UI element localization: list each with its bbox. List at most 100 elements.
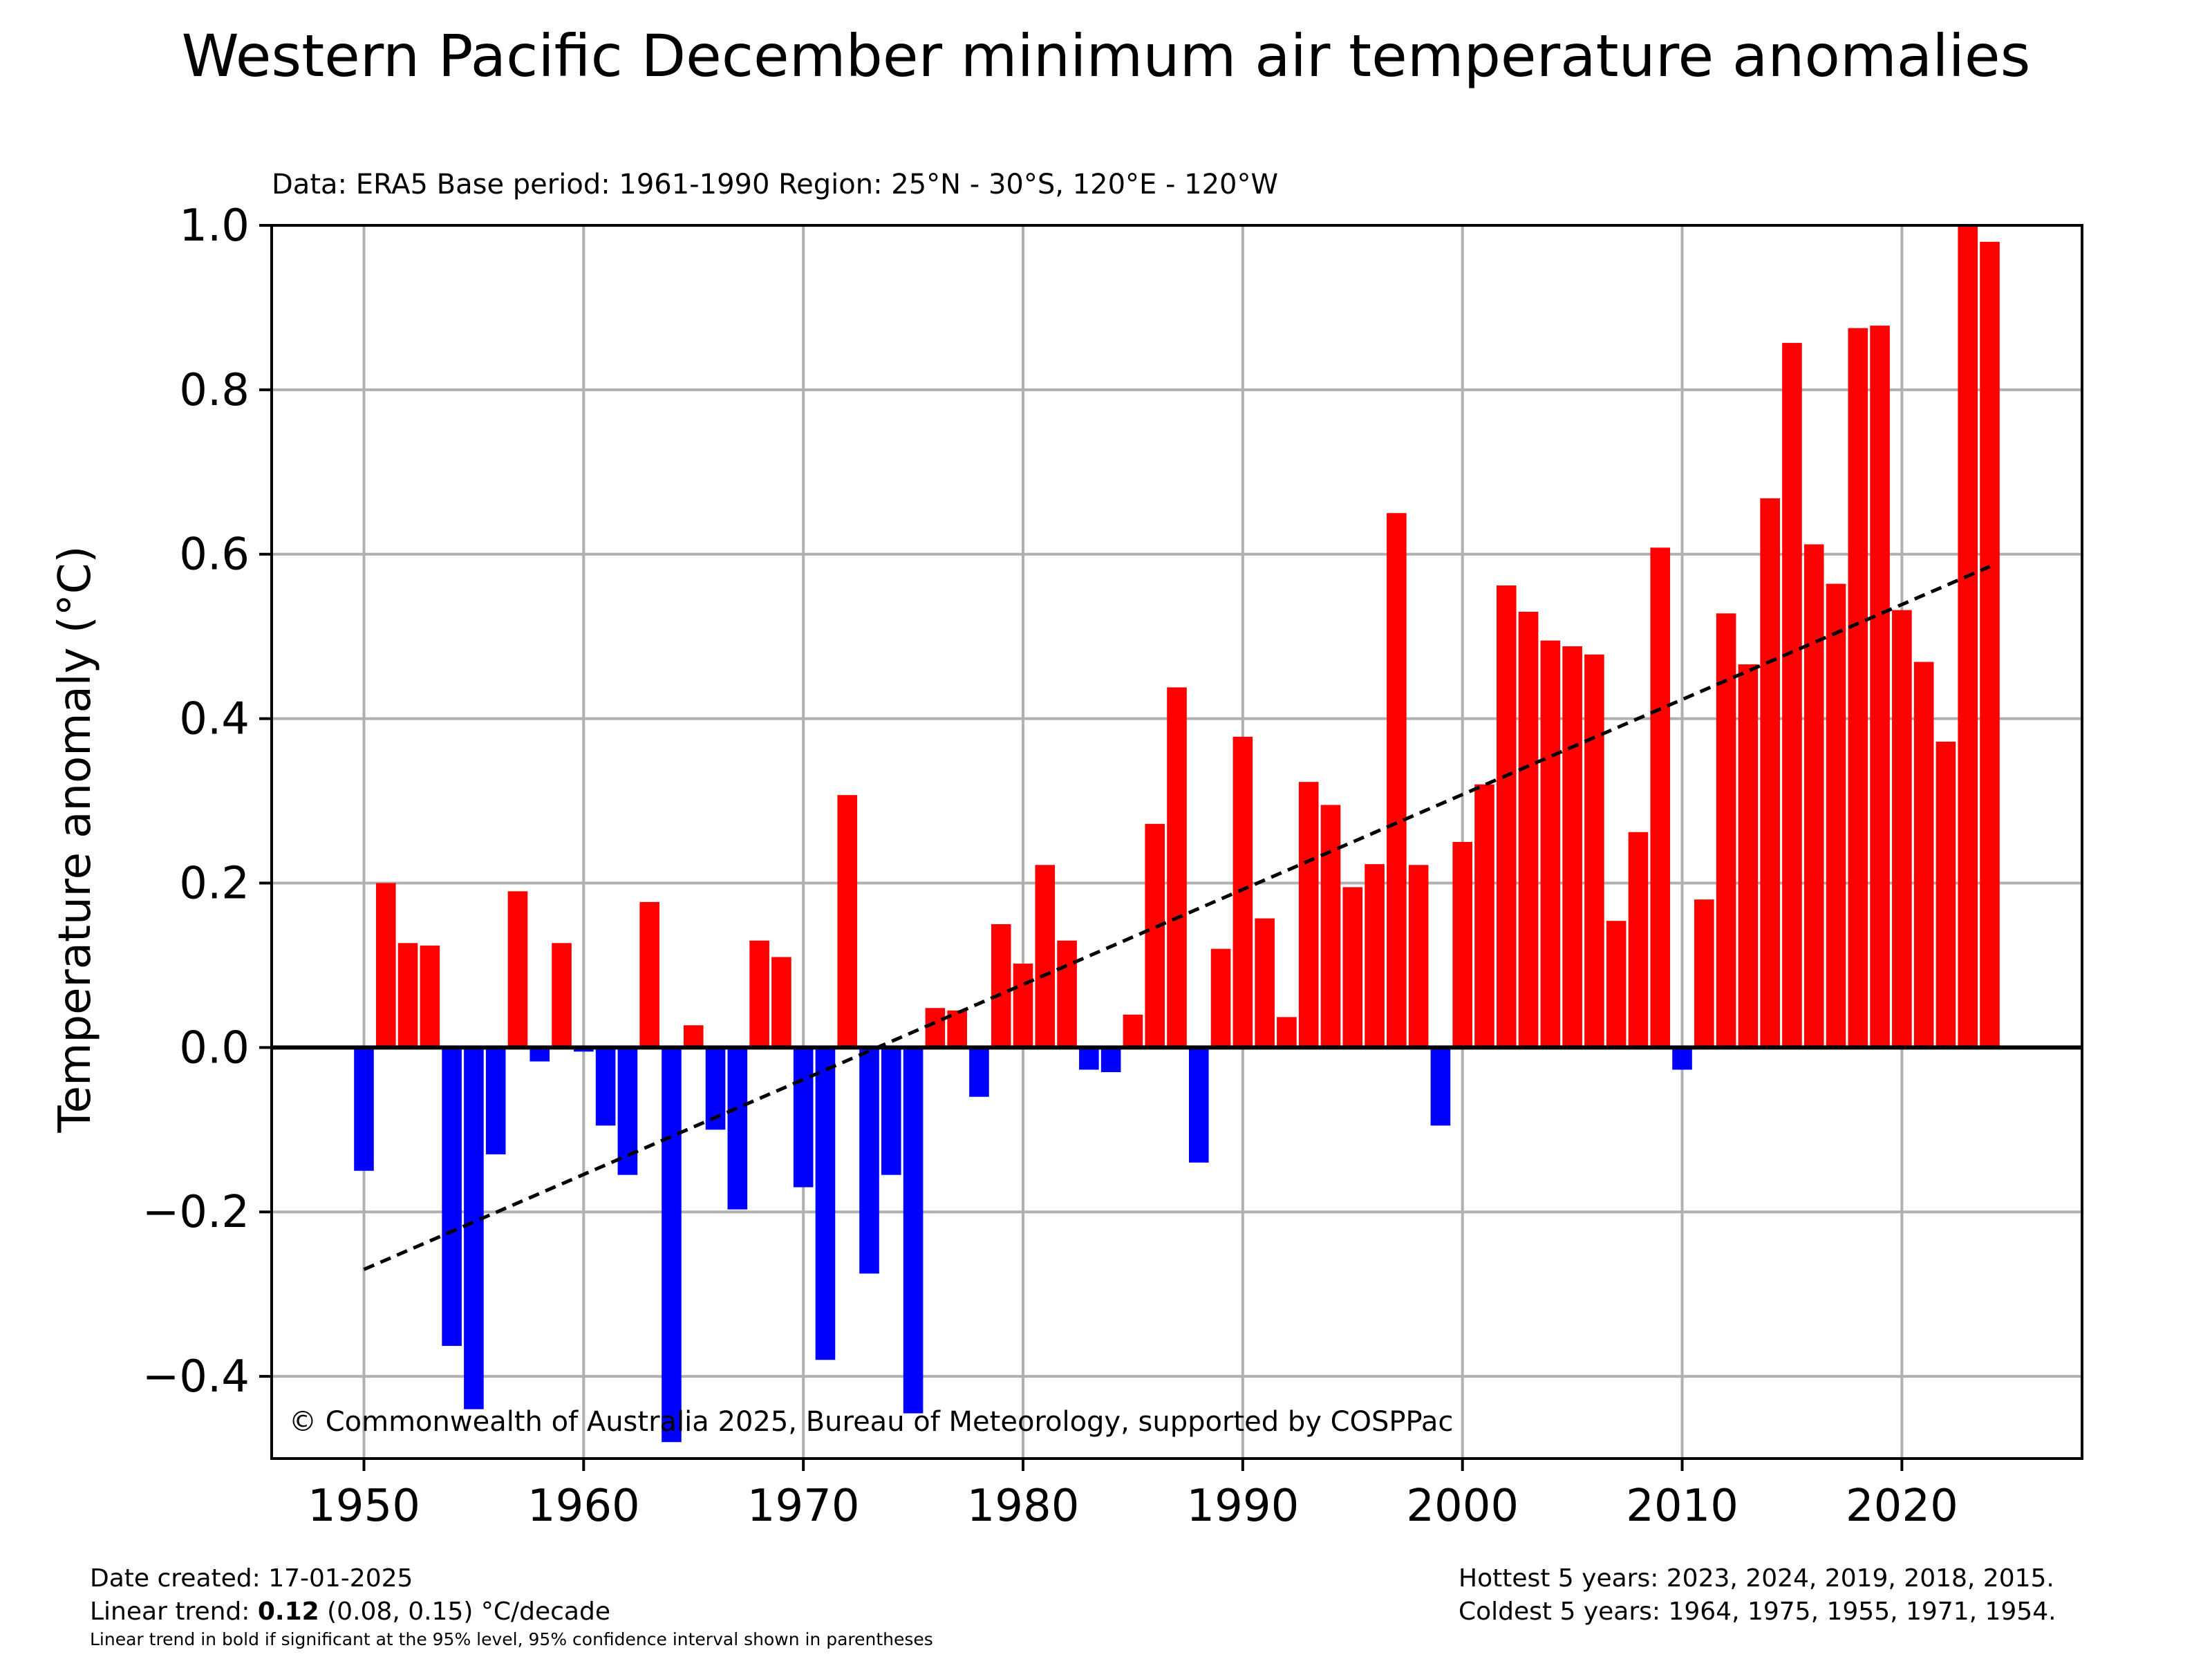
bar-1980	[1013, 964, 1033, 1048]
x-tick-label: 1990	[1186, 1481, 1299, 1532]
bar-1951	[375, 883, 396, 1048]
bar-2023	[1958, 225, 1978, 1048]
bar-2010	[1672, 1047, 1692, 1070]
bar-1992	[1277, 1017, 1297, 1048]
bar-1968	[749, 940, 769, 1048]
bar-1959	[552, 943, 572, 1048]
bar-2017	[1826, 583, 1846, 1048]
bar-2015	[1782, 343, 1802, 1048]
bar-1964	[662, 1047, 682, 1443]
bar-1971	[815, 1047, 836, 1360]
bar-1970	[793, 1047, 814, 1188]
bar-2012	[1716, 613, 1736, 1048]
bar-1988	[1188, 1047, 1209, 1163]
bar-1984	[1100, 1047, 1121, 1073]
bar-1961	[595, 1047, 616, 1126]
bar-2007	[1606, 921, 1627, 1048]
bar-1975	[903, 1047, 924, 1414]
bar-1974	[881, 1047, 901, 1175]
bar-1983	[1079, 1047, 1099, 1070]
bar-1985	[1123, 1014, 1143, 1048]
bars	[354, 225, 2000, 1443]
y-tick-label: 0.8	[179, 365, 250, 416]
bar-1955	[464, 1047, 484, 1409]
bar-1953	[420, 945, 440, 1048]
trend-note: Linear trend in bold if significant at t…	[90, 1629, 933, 1649]
bar-1956	[485, 1047, 506, 1154]
bar-1979	[991, 924, 1011, 1048]
y-tick-label: −0.2	[142, 1187, 250, 1238]
bar-2002	[1496, 585, 1517, 1048]
bar-1978	[969, 1047, 989, 1097]
hottest-years: Hottest 5 years: 2023, 2024, 2019, 2018,…	[1459, 1564, 2054, 1593]
copyright-text: © Commonwealth of Australia 2025, Bureau…	[289, 1406, 1453, 1438]
bar-1995	[1342, 887, 1363, 1048]
bar-1981	[1035, 865, 1056, 1048]
bar-2008	[1628, 832, 1649, 1048]
y-tick-label: 1.0	[179, 200, 250, 252]
bar-1998	[1408, 865, 1429, 1048]
bar-2013	[1738, 664, 1759, 1048]
bar-1963	[639, 901, 659, 1048]
bar-2019	[1870, 326, 1890, 1048]
trend-suffix: (0.08, 0.15) °C/decade	[319, 1597, 610, 1626]
x-tick-label: 1980	[967, 1481, 1080, 1532]
bar-2006	[1584, 654, 1604, 1048]
bar-1994	[1320, 805, 1341, 1048]
x-tick-label: 1970	[747, 1481, 860, 1532]
bar-1954	[442, 1047, 462, 1347]
bar-1982	[1057, 940, 1077, 1048]
bar-2021	[1913, 662, 1934, 1048]
bar-2018	[1848, 328, 1868, 1048]
bar-1997	[1387, 513, 1407, 1048]
trend-line	[363, 565, 1991, 1271]
trend-value: 0.12	[257, 1597, 319, 1626]
bar-1987	[1167, 687, 1187, 1048]
bar-2011	[1694, 899, 1714, 1048]
bar-1965	[683, 1025, 704, 1048]
linear-trend: Linear trend: 0.12 (0.08, 0.15) °C/decad…	[90, 1595, 933, 1629]
bar-2020	[1892, 610, 1912, 1048]
chart-subtitle: Data: ERA5 Base period: 1961-1990 Region…	[272, 169, 1278, 200]
bar-1996	[1365, 864, 1385, 1048]
bar-2003	[1518, 611, 1539, 1048]
bar-2004	[1540, 640, 1561, 1048]
bar-2000	[1452, 842, 1472, 1048]
y-axis-label: Temperature anomaly (°C)	[50, 546, 101, 1134]
bar-1972	[837, 795, 858, 1048]
plot-frame	[270, 224, 2083, 1460]
bar-1999	[1430, 1047, 1451, 1126]
bar-2016	[1803, 544, 1824, 1048]
bar-1967	[727, 1047, 748, 1210]
axis-ticks: 1950 1960 1970 1980 1990 2000 2010 2020 1.0 0.8 0.…	[142, 200, 1958, 1532]
bar-2001	[1474, 784, 1494, 1048]
y-tick-label: −0.4	[142, 1351, 250, 1403]
bar-2022	[1936, 741, 1956, 1048]
footer-left: Date created: 17-01-2025 Linear trend: 0…	[90, 1562, 933, 1651]
bar-2014	[1760, 498, 1780, 1048]
bar-1991	[1255, 918, 1275, 1048]
y-tick-label: 0.4	[179, 694, 250, 745]
x-tick-label: 2000	[1406, 1481, 1519, 1532]
bar-1990	[1232, 736, 1253, 1048]
bar-1952	[397, 943, 418, 1048]
bar-1957	[507, 891, 528, 1048]
footer-right: Hottest 5 years: 2023, 2024, 2019, 2018,…	[1459, 1562, 2056, 1629]
y-tick-label: 0.2	[179, 858, 250, 909]
bar-1993	[1298, 782, 1319, 1048]
bar-2009	[1650, 547, 1671, 1048]
bar-1976	[925, 1008, 946, 1048]
bar-1962	[617, 1047, 638, 1175]
x-tick-label: 1960	[527, 1481, 640, 1532]
bar-1958	[529, 1047, 550, 1062]
y-tick-label: 0.0	[179, 1022, 250, 1074]
x-tick-label: 2020	[1846, 1481, 1958, 1532]
bar-2024	[1980, 241, 2000, 1048]
chart-title: Western Pacific December minimum air tem…	[182, 22, 2031, 90]
trend-prefix: Linear trend:	[90, 1597, 258, 1626]
coldest-years: Coldest 5 years: 1964, 1975, 1955, 1971,…	[1459, 1597, 2056, 1626]
bar-2005	[1562, 646, 1582, 1048]
x-tick-label: 1950	[308, 1481, 420, 1532]
bar-1973	[859, 1047, 879, 1274]
